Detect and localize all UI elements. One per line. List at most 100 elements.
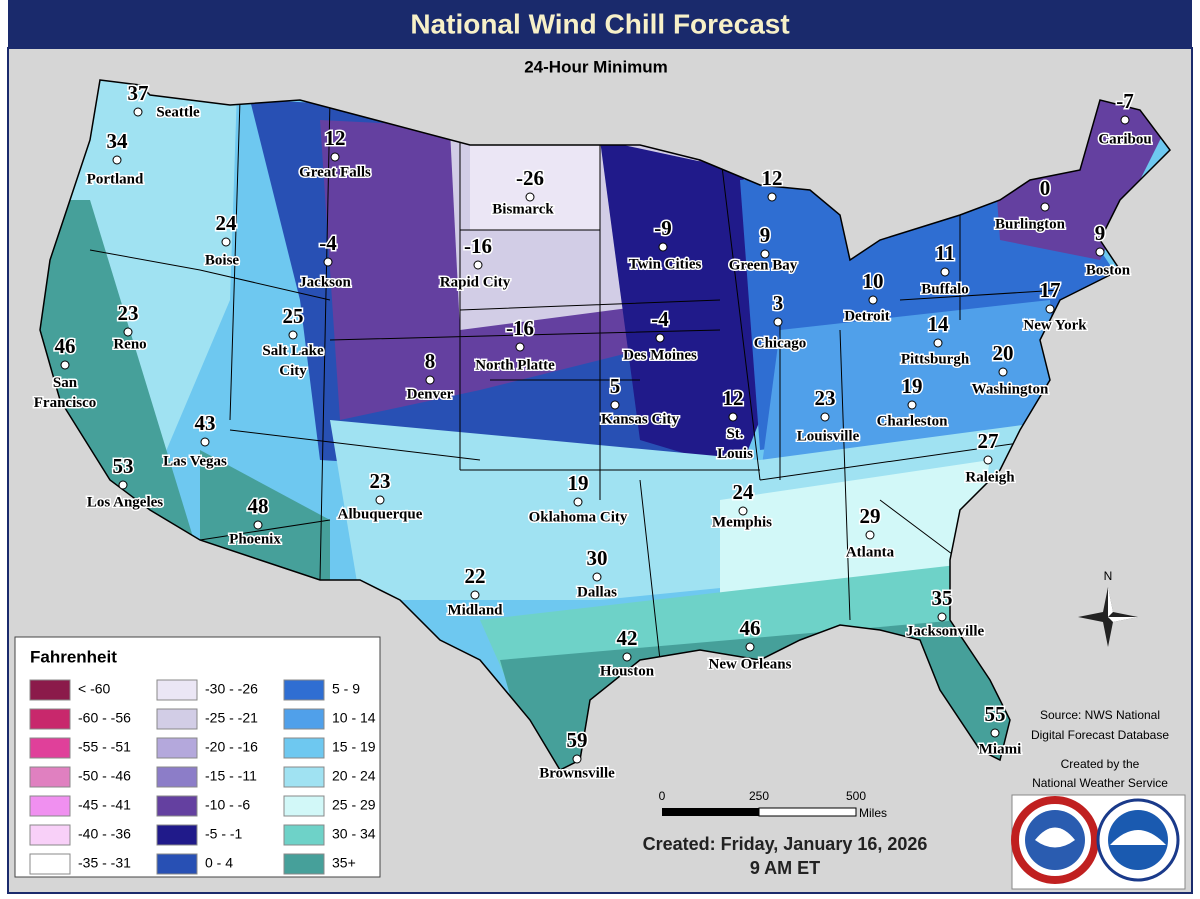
- city-name: Des Moines: [623, 347, 697, 363]
- city-name: New Orleans: [709, 656, 792, 672]
- city-value: 59: [567, 728, 588, 752]
- city-dot: [112, 155, 122, 165]
- city-value: -16: [506, 316, 534, 340]
- legend-label: -45 - -41: [78, 797, 131, 813]
- city-value: 8: [425, 349, 436, 373]
- city-name: Washington: [972, 381, 1049, 397]
- city-name: Twin Cities: [629, 256, 702, 272]
- city-name: Brownsville: [539, 765, 615, 781]
- city-value: -7: [1116, 89, 1134, 113]
- city-dot: [473, 260, 483, 270]
- legend-swatch: [283, 737, 325, 759]
- city-value: 19: [902, 374, 923, 398]
- city-name: Pittsburgh: [901, 351, 970, 367]
- city-value: 46: [55, 334, 76, 358]
- city-value: 27: [978, 429, 999, 453]
- city-value: 0: [1040, 176, 1051, 200]
- city-dot: [820, 412, 830, 422]
- city-value: -9: [654, 216, 672, 240]
- city-name: Oklahoma City: [529, 509, 628, 525]
- city-value: 24: [216, 211, 238, 235]
- legend-swatch: [29, 737, 71, 759]
- city-value: 46: [740, 616, 761, 640]
- city-dot: [658, 242, 668, 252]
- city-name: Jackson: [299, 274, 351, 290]
- city-name: Boston: [1086, 262, 1131, 278]
- city-value: 23: [370, 469, 391, 493]
- city-dot: [767, 192, 777, 202]
- legend-swatch: [29, 853, 71, 875]
- legend-label: 15 - 19: [332, 739, 376, 755]
- city-name: Reno: [113, 336, 146, 352]
- city-value: 19: [568, 471, 589, 495]
- legend-swatch: [29, 679, 71, 701]
- city-name: Great Falls: [299, 164, 371, 180]
- legend-label: -25 - -21: [205, 710, 258, 726]
- city-value: -26: [516, 166, 544, 190]
- legend-swatch: [283, 708, 325, 730]
- scale-bar-black: [662, 808, 759, 816]
- legend-swatch: [283, 766, 325, 788]
- city-value: 5: [610, 374, 621, 398]
- city-name: Salt Lake City: [262, 343, 324, 379]
- city-name: Albuquerque: [338, 506, 423, 522]
- city-value: -4: [319, 231, 337, 255]
- city-name: Phoenix: [229, 531, 281, 547]
- legend-label: -40 - -36: [78, 826, 131, 842]
- legend-swatch: [283, 679, 325, 701]
- city-dot: [572, 754, 582, 764]
- city-dot: [200, 437, 210, 447]
- legend-swatch: [156, 679, 198, 701]
- city-dot: [118, 480, 128, 490]
- city-name: Portland: [87, 171, 144, 187]
- city-value: 20: [993, 341, 1014, 365]
- city-value: -16: [464, 234, 492, 258]
- city-dot: [470, 590, 480, 600]
- city-dot: [868, 295, 878, 305]
- city-value: 53: [113, 454, 134, 478]
- legend-label: -15 - -11: [205, 768, 257, 784]
- city-dot: [221, 237, 231, 247]
- city-dot: [1120, 115, 1130, 125]
- city-dot: [123, 327, 133, 337]
- legend-label: 35+: [332, 855, 356, 871]
- legend-title: Fahrenheit: [30, 647, 117, 666]
- credit-line: National Weather Service: [1032, 776, 1168, 790]
- city-dot: [622, 652, 632, 662]
- city-dot: [937, 612, 947, 622]
- legend-label: -5 - -1: [205, 826, 243, 842]
- city-value: 9: [1095, 221, 1106, 245]
- city-dot: [573, 497, 583, 507]
- legend-label: 20 - 24: [332, 768, 376, 784]
- city-dot: [760, 249, 770, 259]
- legend-swatch: [156, 853, 198, 875]
- city-dot: [323, 257, 333, 267]
- compass-label: N: [1104, 569, 1113, 583]
- legend-label: -20 - -16: [205, 739, 258, 755]
- city-dot: [745, 642, 755, 652]
- legend-swatch: [156, 737, 198, 759]
- city-dot: [940, 267, 950, 277]
- city-name: Seattle: [156, 104, 200, 120]
- city-dot: [515, 342, 525, 352]
- city-name: Boise: [205, 252, 240, 268]
- scale-label: 500: [846, 789, 866, 803]
- state-borders: [89, 99, 1061, 661]
- city-name: Detroit: [844, 308, 890, 324]
- city-value: 12: [325, 126, 346, 150]
- city-value: 9: [760, 223, 771, 247]
- city-value: 35: [932, 586, 953, 610]
- title: National Wind Chill Forecast: [410, 8, 789, 39]
- city-dot: [610, 400, 620, 410]
- legend-swatch: [156, 766, 198, 788]
- city-value: 3: [773, 291, 784, 315]
- city-name: Jacksonville: [906, 623, 985, 639]
- city-value: 29: [860, 504, 881, 528]
- city-name: North Platte: [475, 357, 555, 373]
- city-name: Houston: [600, 663, 655, 679]
- city-name: Los Angeles: [87, 494, 163, 510]
- scale-labels: 0 250 500 Miles: [659, 789, 887, 820]
- legend-label: < -60: [78, 681, 111, 697]
- city-dot: [933, 338, 943, 348]
